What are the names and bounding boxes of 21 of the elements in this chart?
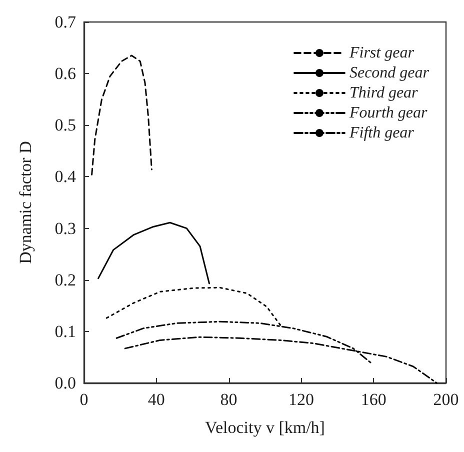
x-axis-title: Velocity v [km/h] [205,418,325,437]
y-tick-label: 0.7 [54,12,76,32]
legend-label: First gear [348,44,415,62]
legend-label: Fourth gear [348,104,428,122]
y-axis-title: Dynamic factor D [16,141,35,264]
legend-label: Fifth gear [348,124,415,142]
y-tick-label: 0.3 [54,218,76,238]
x-tick-label: 80 [220,390,238,409]
x-tick-label: 120 [288,390,314,409]
x-tick-label: 40 [148,390,165,409]
y-tick-label: 0.1 [54,322,76,341]
y-tick-label: 0.5 [54,116,76,135]
legend-label: Second gear [349,64,430,82]
x-tick-label: 0 [80,390,88,409]
y-tick-label: 0.6 [54,64,76,84]
y-tick-label: 0.0 [54,374,76,392]
x-tick-label: 160 [360,390,386,409]
x-tick-label: 200 [433,390,459,409]
y-tick-label: 0.2 [54,270,76,290]
y-tick-label: 0.4 [54,167,76,186]
legend-label: Third gear [349,84,419,102]
